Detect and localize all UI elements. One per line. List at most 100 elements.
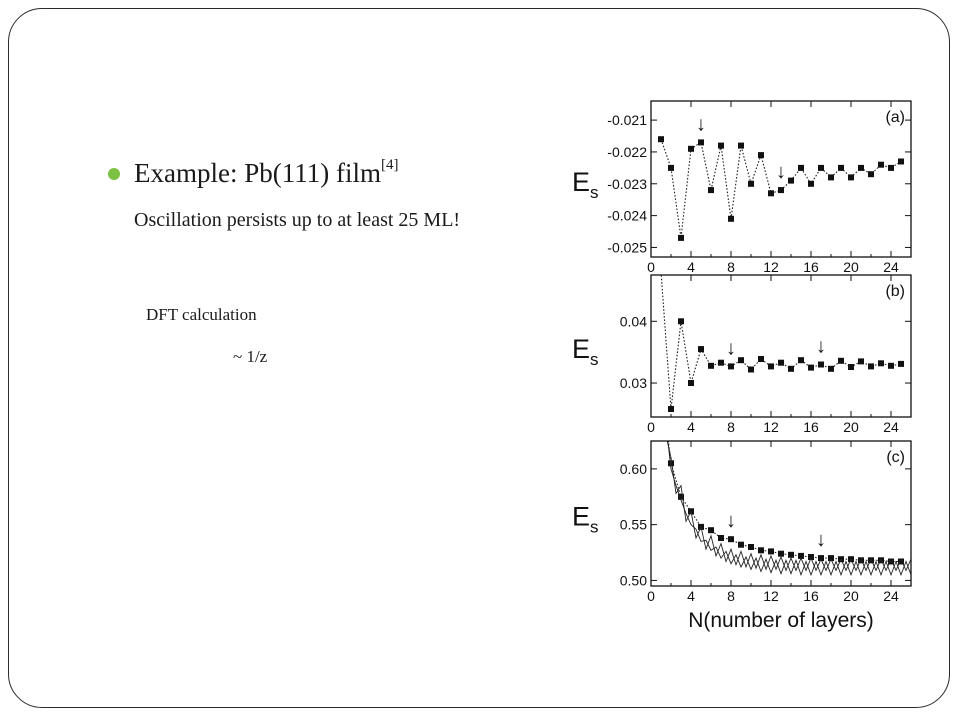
data-point	[808, 364, 814, 371]
x-tick-label: 16	[803, 259, 819, 275]
panel-label: (a)	[885, 109, 905, 126]
data-point	[788, 551, 794, 558]
data-point	[878, 360, 884, 367]
data-point	[788, 177, 794, 184]
data-point	[798, 164, 804, 171]
arrow-annotation: ↓	[726, 337, 736, 359]
plot-frame	[650, 100, 912, 258]
x-tick-label: 16	[803, 588, 819, 604]
y-axis-label-main: E	[572, 334, 590, 364]
series-line-2	[667, 441, 911, 577]
x-tick-label: 12	[763, 259, 779, 275]
data-point	[798, 357, 804, 364]
y-axis-label-sub: s	[590, 350, 599, 369]
x-tick-label: 24	[883, 419, 899, 435]
series-group	[658, 377, 911, 577]
data-point	[818, 361, 824, 368]
data-point	[728, 363, 734, 370]
arrow-annotation: ↓	[816, 529, 826, 551]
x-tick-label: 4	[687, 259, 695, 275]
data-point	[778, 187, 784, 194]
data-point	[848, 174, 854, 181]
panel-label: (c)	[886, 449, 905, 466]
y-tick-label: -0.022	[607, 144, 647, 160]
series-group	[660, 275, 904, 412]
x-tick-label: 0	[647, 419, 655, 435]
data-point	[898, 558, 904, 565]
data-point	[778, 359, 784, 366]
data-point	[868, 363, 874, 370]
y-tick-label: 0.50	[620, 572, 647, 588]
data-point	[678, 234, 684, 241]
data-point	[758, 547, 764, 554]
y-tick-label: 0.03	[620, 375, 647, 391]
x-axis-label: N(number of layers)	[688, 609, 874, 632]
series-line-1	[666, 441, 911, 572]
data-point	[718, 535, 724, 541]
data-point	[738, 142, 744, 149]
y-tick-label: 0.60	[620, 461, 647, 477]
panel-1: 0 4 8 12 16 20 24 0.03 0.04 (b) ↓ ↓ Es	[572, 274, 912, 435]
y-axis-label-main: E	[572, 502, 590, 532]
data-point	[738, 541, 744, 548]
y-axis-label: Es	[572, 167, 599, 202]
data-point	[658, 136, 664, 143]
data-point	[718, 359, 724, 366]
data-point	[888, 362, 894, 369]
x-tick-label: 8	[727, 259, 735, 275]
arrow-annotation: ↓	[816, 336, 826, 358]
data-point	[898, 158, 904, 165]
oscillation-note: Oscillation persists up to at least 25 M…	[134, 209, 461, 231]
data-point	[658, 377, 664, 383]
data-point	[758, 152, 764, 159]
x-tick-label: 20	[843, 588, 859, 604]
data-point	[828, 365, 834, 372]
panel-label: (b)	[885, 283, 905, 300]
data-point	[678, 318, 684, 325]
y-axis-label-sub: s	[590, 183, 599, 202]
data-point	[758, 356, 764, 362]
x-tick-label: 20	[843, 419, 859, 435]
data-point	[678, 493, 684, 500]
data-point	[668, 406, 674, 412]
data-point	[838, 357, 844, 364]
y-tick-label: -0.024	[607, 208, 647, 224]
data-point	[668, 460, 674, 467]
series-line-0	[660, 275, 902, 410]
data-point	[818, 164, 824, 171]
plot-frame	[650, 440, 912, 587]
dft-label: DFT calculation	[146, 305, 257, 324]
data-point	[888, 558, 894, 565]
data-point	[738, 357, 744, 364]
y-tick-label: -0.021	[607, 112, 647, 128]
data-point	[728, 536, 734, 543]
data-point	[698, 346, 704, 353]
y-tick-label: 0.04	[620, 313, 647, 329]
figure-panels: 0 4 8 12 16 20 24 -0.025 -0.024 -0.023 -0.022 -0.02…	[572, 100, 912, 632]
plot-frame	[650, 274, 912, 418]
x-tick-label: 8	[727, 419, 735, 435]
data-point	[868, 171, 874, 178]
x-tick-label: 0	[647, 588, 655, 604]
data-point	[848, 364, 854, 370]
data-point	[708, 362, 714, 369]
data-point	[748, 544, 754, 550]
data-point	[768, 363, 774, 370]
data-point	[798, 552, 804, 559]
x-tick-label: 24	[883, 588, 899, 604]
bullet-dot	[108, 168, 120, 180]
y-axis-label: Es	[572, 502, 599, 537]
data-point	[768, 190, 774, 197]
data-point	[778, 550, 784, 557]
x-tick-label: 12	[763, 419, 779, 435]
x-tick-label: 12	[763, 588, 779, 604]
x-tick-label: 16	[803, 419, 819, 435]
data-point	[668, 164, 674, 171]
data-point	[748, 366, 754, 373]
series-group	[658, 136, 904, 241]
data-point	[788, 365, 794, 372]
data-point	[878, 161, 884, 168]
data-point	[838, 164, 844, 171]
data-point	[688, 145, 694, 152]
y-axis-label-sub: s	[590, 518, 599, 537]
